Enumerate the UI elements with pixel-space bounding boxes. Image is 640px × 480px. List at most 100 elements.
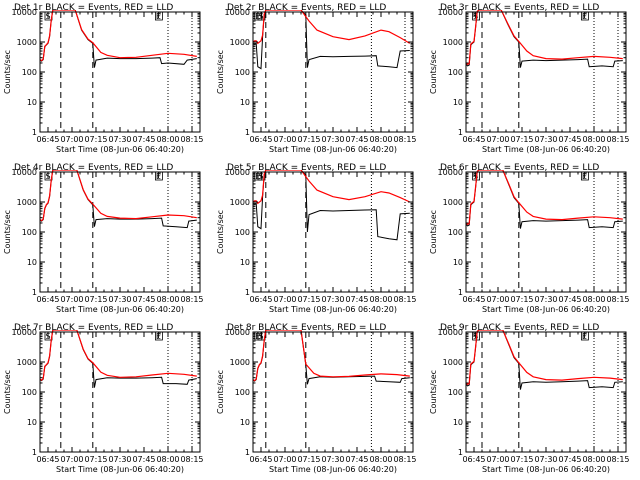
x-tick-label: 06:45 [462, 455, 485, 464]
marker-label: S [473, 12, 478, 21]
x-tick-label: 06:45 [249, 295, 272, 304]
plot-frame [252, 11, 414, 133]
y-tick-label: 10 [27, 418, 37, 427]
x-tick-label: 08:00 [156, 455, 179, 464]
y-tick-label: 1 [32, 448, 37, 457]
x-tick-label: 08:00 [369, 295, 392, 304]
series-line [40, 170, 197, 222]
y-tick-label: 10 [453, 258, 463, 267]
x-tick-label: 08:00 [369, 135, 392, 144]
y-axis-label: Counts/sec [3, 210, 12, 254]
series-line [466, 170, 623, 225]
y-tick-label: 10 [27, 98, 37, 107]
y-tick-label: 100 [235, 388, 250, 397]
x-tick-label: 07:45 [558, 135, 581, 144]
y-tick-label: 10000 [438, 8, 463, 17]
x-tick-label: 08:00 [582, 455, 605, 464]
x-tick-label: 06:45 [36, 295, 59, 304]
x-tick-label: 07:45 [132, 295, 155, 304]
detector-chart: Det 8r BLACK = Events, RED = LLDES110100… [216, 323, 417, 474]
series-line [466, 10, 623, 65]
y-tick-label: 1000 [230, 198, 250, 207]
x-tick-label: 07:15 [297, 295, 320, 304]
x-tick-label: 07:45 [132, 135, 155, 144]
y-tick-label: 1 [458, 448, 463, 457]
x-tick-label: 07:00 [60, 455, 83, 464]
y-tick-label: 100 [448, 228, 463, 237]
y-tick-label: 100 [235, 228, 250, 237]
y-tick-label: 10000 [12, 168, 37, 177]
plot-frame [39, 331, 201, 453]
x-tick-label: 08:15 [393, 455, 416, 464]
x-tick-label: 06:45 [36, 135, 59, 144]
x-tick-label: 07:30 [534, 455, 557, 464]
series-line [253, 10, 411, 45]
plot-frame [465, 11, 627, 133]
y-tick-label: 10000 [12, 8, 37, 17]
marker-label: E [156, 332, 161, 341]
x-tick-label: 06:45 [462, 135, 485, 144]
y-tick-label: 10 [27, 258, 37, 267]
series-line [40, 170, 197, 229]
y-tick-label: 10000 [438, 328, 463, 337]
series-line [253, 170, 411, 205]
x-tick-label: 07:00 [60, 295, 83, 304]
chart-title: Det 5r BLACK = Events, RED = LLD [227, 163, 386, 173]
y-axis-label: Counts/sec [216, 370, 225, 414]
chart-title: Det 8r BLACK = Events, RED = LLD [227, 323, 386, 333]
x-axis-label: Start Time (08-Jun-06 06:40:20) [482, 305, 610, 314]
marker-label: S [473, 332, 478, 341]
x-tick-label: 07:15 [84, 295, 107, 304]
x-tick-label: 07:45 [558, 295, 581, 304]
y-tick-label: 1 [32, 288, 37, 297]
x-tick-label: 07:30 [321, 455, 344, 464]
y-axis-label: Counts/sec [429, 370, 438, 414]
x-tick-label: 08:15 [606, 455, 629, 464]
y-tick-label: 10000 [225, 8, 250, 17]
x-tick-label: 07:30 [108, 135, 131, 144]
y-axis-label: Counts/sec [3, 50, 12, 94]
x-tick-label: 08:15 [180, 455, 203, 464]
series-line [466, 10, 623, 68]
series-line [253, 330, 410, 382]
x-tick-label: 07:00 [273, 455, 296, 464]
x-axis-label: Start Time (08-Jun-06 06:40:20) [56, 465, 184, 474]
detector-chart: Det 7r BLACK = Events, RED = LLDSE110100… [3, 323, 204, 474]
detector-chart: Det 1r BLACK = Events, RED = LLDSE110100… [3, 3, 204, 154]
x-tick-label: 07:30 [534, 135, 557, 144]
x-tick-label: 07:45 [345, 295, 368, 304]
y-tick-label: 10 [453, 98, 463, 107]
chart-title: Det 7r BLACK = Events, RED = LLD [14, 323, 173, 333]
x-tick-label: 07:15 [510, 135, 533, 144]
marker-label: E [156, 172, 161, 181]
series-line [40, 10, 197, 68]
y-tick-label: 1 [245, 288, 250, 297]
x-tick-label: 08:15 [606, 135, 629, 144]
y-axis-label: Counts/sec [216, 210, 225, 254]
y-tick-label: 10 [240, 258, 250, 267]
y-tick-label: 10000 [438, 168, 463, 177]
x-tick-label: 07:15 [510, 295, 533, 304]
x-axis-label: Start Time (08-Jun-06 06:40:20) [482, 145, 610, 154]
x-tick-label: 08:15 [180, 135, 203, 144]
x-tick-label: 06:45 [249, 455, 272, 464]
x-tick-label: 07:00 [486, 295, 509, 304]
detector-chart: Det 2r BLACK = Events, RED = LLDES110100… [216, 3, 417, 154]
plot-frame [39, 171, 201, 293]
x-tick-label: 08:15 [606, 295, 629, 304]
x-tick-label: 07:45 [132, 455, 155, 464]
marker-label: E [582, 332, 587, 341]
chart-title: Det 3r BLACK = Events, RED = LLD [440, 3, 599, 13]
y-tick-label: 1 [245, 128, 250, 137]
x-tick-label: 07:15 [297, 135, 320, 144]
series-line [466, 170, 623, 229]
x-tick-label: 07:15 [297, 455, 320, 464]
y-tick-label: 1000 [17, 358, 37, 367]
x-tick-label: 07:45 [345, 455, 368, 464]
x-axis-label: Start Time (08-Jun-06 06:40:20) [269, 305, 397, 314]
x-tick-label: 08:00 [156, 295, 179, 304]
series-line [466, 330, 623, 390]
y-tick-label: 1000 [17, 38, 37, 47]
